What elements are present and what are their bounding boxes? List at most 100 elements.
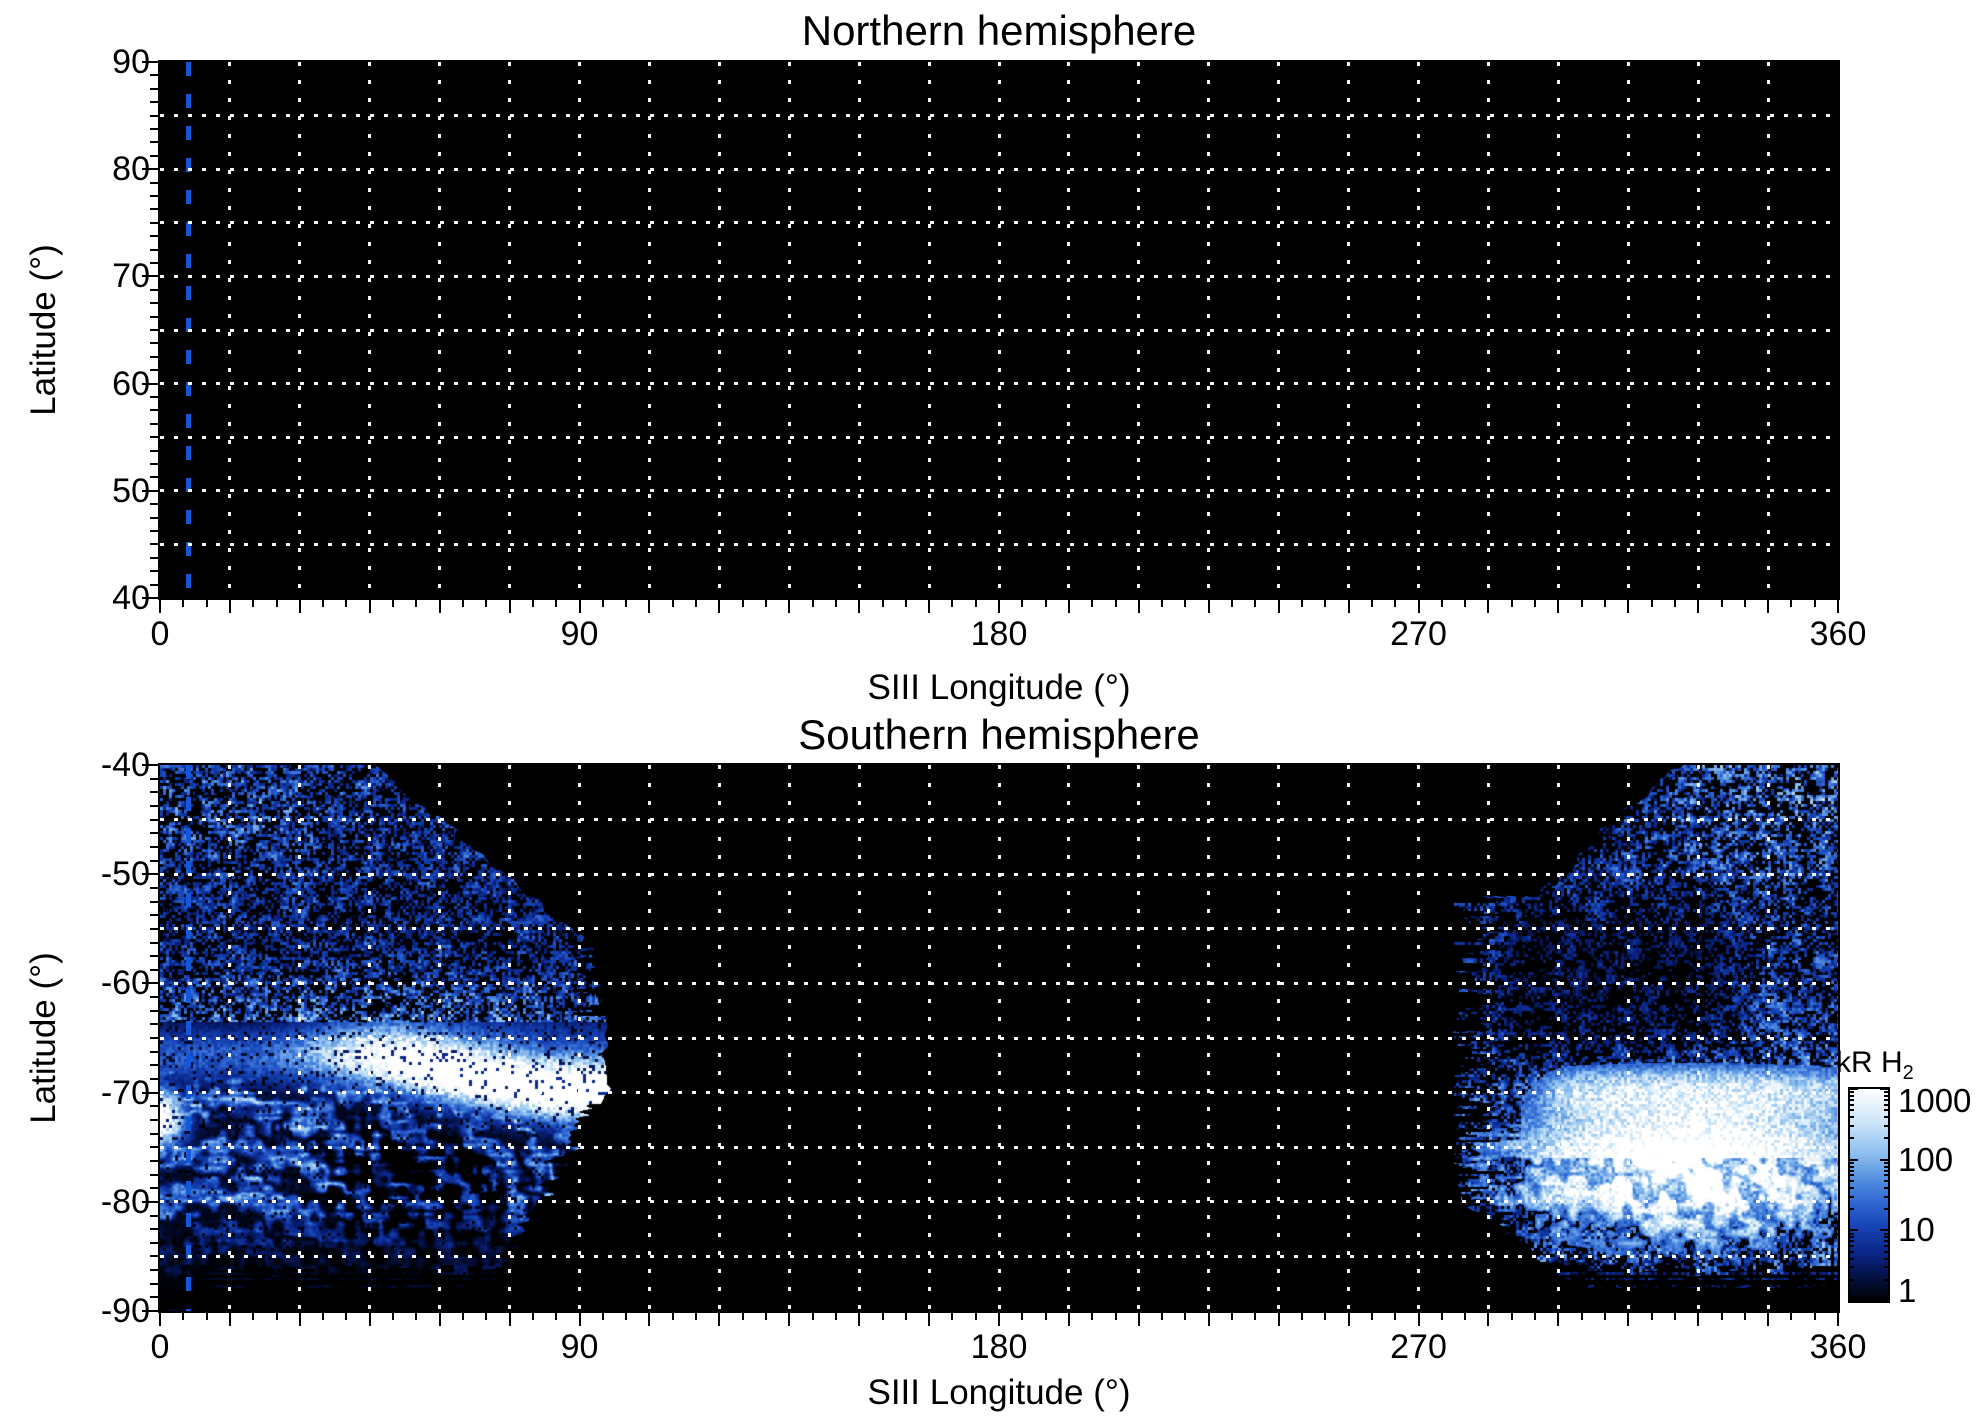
x-minor-tick (671, 600, 674, 607)
colorbar-gradient (1850, 1089, 1888, 1301)
x-minor-tick (182, 600, 185, 607)
x-minor-tick (764, 1313, 767, 1320)
x-major-tick (1277, 1313, 1280, 1326)
colorbar-minor-tick (1850, 1091, 1854, 1094)
colorbar-title-main: kR H (1836, 1046, 1903, 1079)
colorbar-minor-tick (1884, 1208, 1888, 1211)
x-minor-tick (741, 1313, 744, 1320)
y-minor-tick (150, 516, 158, 519)
colorbar-minor-tick (1884, 1165, 1888, 1168)
x-minor-tick (1743, 1313, 1746, 1320)
y-minor-tick (150, 886, 158, 889)
y-minor-tick (150, 832, 158, 835)
x-major-tick (1557, 600, 1560, 613)
y-tick-label: -40 (100, 746, 150, 784)
x-minor-tick (764, 600, 767, 607)
x-minor-tick (1534, 600, 1536, 607)
y-minor-tick (150, 302, 158, 305)
y-tick-label: 90 (112, 43, 150, 81)
x-major-tick (1417, 600, 1420, 613)
y-minor-tick (150, 1009, 158, 1012)
colorbar-minor-tick (1884, 1186, 1888, 1189)
colorbar-minor-tick (1884, 1109, 1888, 1112)
colorbar-minor-tick (1850, 1116, 1854, 1119)
x-minor-tick (1114, 600, 1117, 607)
colorbar-minor-tick (1884, 1266, 1888, 1269)
x-major-tick (1837, 1313, 1839, 1326)
colorbar-major-tick (1850, 1300, 1858, 1302)
x-minor-tick (1650, 1313, 1653, 1320)
x-minor-tick (485, 1313, 488, 1320)
x-major-tick (228, 600, 231, 613)
x-minor-tick (1324, 1313, 1327, 1320)
y-minor-tick (150, 476, 158, 479)
colorbar-minor-tick (1850, 1109, 1854, 1112)
x-minor-tick (1534, 1313, 1536, 1320)
x-minor-tick (275, 1313, 278, 1320)
south-x-axis-label: SIII Longitude (°) (867, 1373, 1131, 1412)
colorbar-minor-tick (1884, 1094, 1888, 1097)
x-minor-tick (695, 600, 697, 607)
colorbar-major-tick (1880, 1300, 1888, 1302)
colorbar-minor-tick (1884, 1161, 1888, 1164)
y-major-tick (142, 597, 158, 599)
x-minor-tick (1370, 1313, 1373, 1320)
y-tick-label: -90 (100, 1292, 150, 1330)
x-minor-tick (322, 1313, 325, 1320)
y-minor-tick (150, 1214, 158, 1217)
x-major-tick (1557, 1313, 1560, 1326)
x-minor-tick (555, 600, 558, 607)
x-minor-tick (462, 600, 464, 607)
colorbar-minor-tick (1850, 1240, 1854, 1243)
x-minor-tick (1790, 1313, 1793, 1320)
x-major-tick (928, 600, 931, 613)
x-major-tick (368, 600, 371, 613)
y-minor-tick (150, 1050, 158, 1053)
x-major-tick (298, 1313, 301, 1326)
colorbar-minor-tick (1850, 1094, 1854, 1097)
x-minor-tick (671, 1313, 674, 1320)
y-minor-tick (150, 87, 158, 90)
x-major-tick (1767, 1313, 1770, 1326)
x-major-tick (718, 1313, 721, 1326)
colorbar-minor-tick (1850, 1186, 1854, 1189)
colorbar-minor-tick (1850, 1266, 1854, 1269)
x-minor-tick (1440, 600, 1443, 607)
south-panel-title: Southern hemisphere (798, 711, 1200, 758)
x-major-tick (159, 1313, 161, 1326)
y-minor-tick (150, 1296, 158, 1299)
colorbar-minor-tick (1884, 1091, 1888, 1094)
gridline-horizontal (160, 114, 1838, 118)
colorbar-minor-tick (1850, 1103, 1854, 1106)
y-major-tick (142, 1200, 158, 1203)
x-minor-tick (1184, 1313, 1187, 1320)
y-minor-tick (150, 1023, 158, 1026)
colorbar-major-tick (1880, 1158, 1888, 1161)
gridline-horizontal (160, 382, 1838, 386)
x-major-tick (858, 1313, 861, 1326)
x-major-tick (718, 600, 721, 613)
x-minor-tick (1254, 600, 1257, 607)
x-minor-tick (1044, 1313, 1047, 1320)
x-minor-tick (345, 1313, 348, 1320)
y-minor-tick (150, 570, 158, 573)
gridline-horizontal (160, 1145, 1838, 1149)
y-minor-tick (150, 791, 158, 794)
x-tick-label: 0 (150, 615, 170, 653)
x-minor-tick (625, 600, 628, 607)
y-minor-tick (150, 845, 158, 848)
y-minor-tick (150, 530, 158, 532)
x-major-tick (1207, 1313, 1210, 1326)
y-minor-tick (150, 181, 158, 184)
x-minor-tick (1091, 600, 1094, 607)
y-minor-tick (150, 1241, 158, 1244)
y-minor-tick (150, 141, 158, 144)
colorbar-minor-tick (1850, 1125, 1854, 1127)
x-minor-tick (1370, 600, 1373, 607)
y-minor-tick (150, 818, 158, 821)
y-major-tick (142, 382, 158, 385)
y-tick-label: -70 (100, 1073, 150, 1112)
x-minor-tick (1510, 600, 1513, 607)
y-tick-label: 70 (112, 257, 150, 296)
x-minor-tick (392, 1313, 395, 1320)
